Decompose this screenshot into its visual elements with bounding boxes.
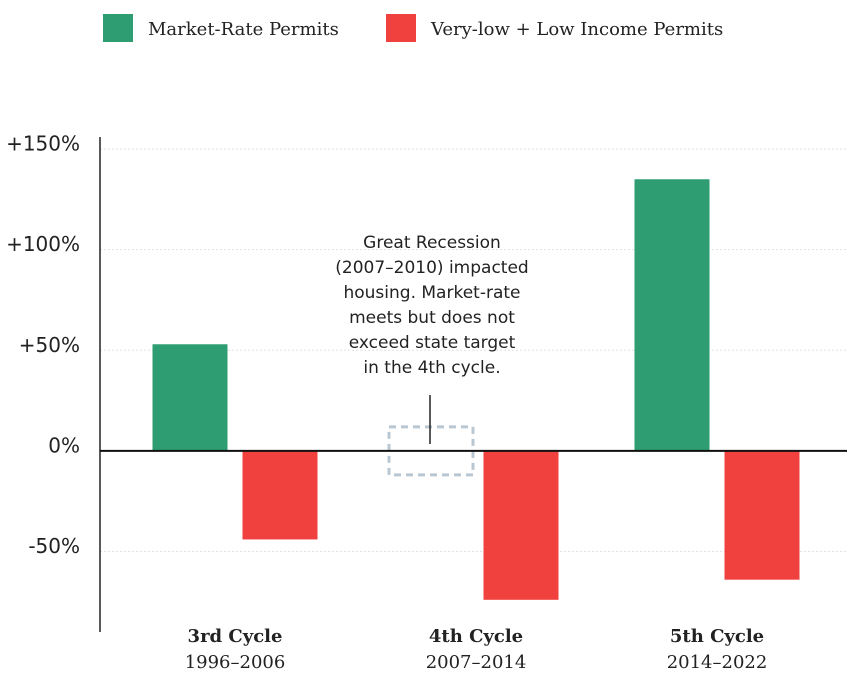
annotation: housing. Market-rate [343, 283, 520, 303]
legend-swatch [103, 14, 133, 42]
x-tick-label: 3rd Cycle [188, 626, 283, 647]
bar [634, 179, 710, 451]
annotation: meets but does not [349, 308, 515, 328]
legend-swatch [386, 14, 416, 42]
annotation: in the 4th cycle. [363, 358, 500, 378]
y-tick-label: +150% [6, 132, 80, 156]
annotation: Great Recession [363, 233, 501, 253]
x-tick-sublabel: 2007–2014 [426, 652, 527, 673]
x-tick-label: 5th Cycle [670, 626, 764, 647]
legend-label: Market-Rate Permits [148, 19, 339, 40]
y-tick-label: +100% [6, 232, 80, 256]
bar [724, 450, 800, 580]
annotation: exceed state target [349, 333, 516, 353]
bar [242, 450, 318, 540]
y-tick-label: +50% [19, 333, 80, 357]
x-tick-sublabel: 2014–2022 [667, 652, 768, 673]
annotation: (2007–2010) impacted [335, 258, 528, 278]
legend-label: Very-low + Low Income Permits [430, 19, 723, 40]
y-tick-label: -50% [28, 534, 80, 558]
x-tick-label: 4th Cycle [429, 626, 523, 647]
bar [483, 450, 559, 600]
x-tick-sublabel: 1996–2006 [185, 652, 286, 673]
bar [152, 344, 228, 451]
y-tick-label: 0% [48, 433, 80, 457]
